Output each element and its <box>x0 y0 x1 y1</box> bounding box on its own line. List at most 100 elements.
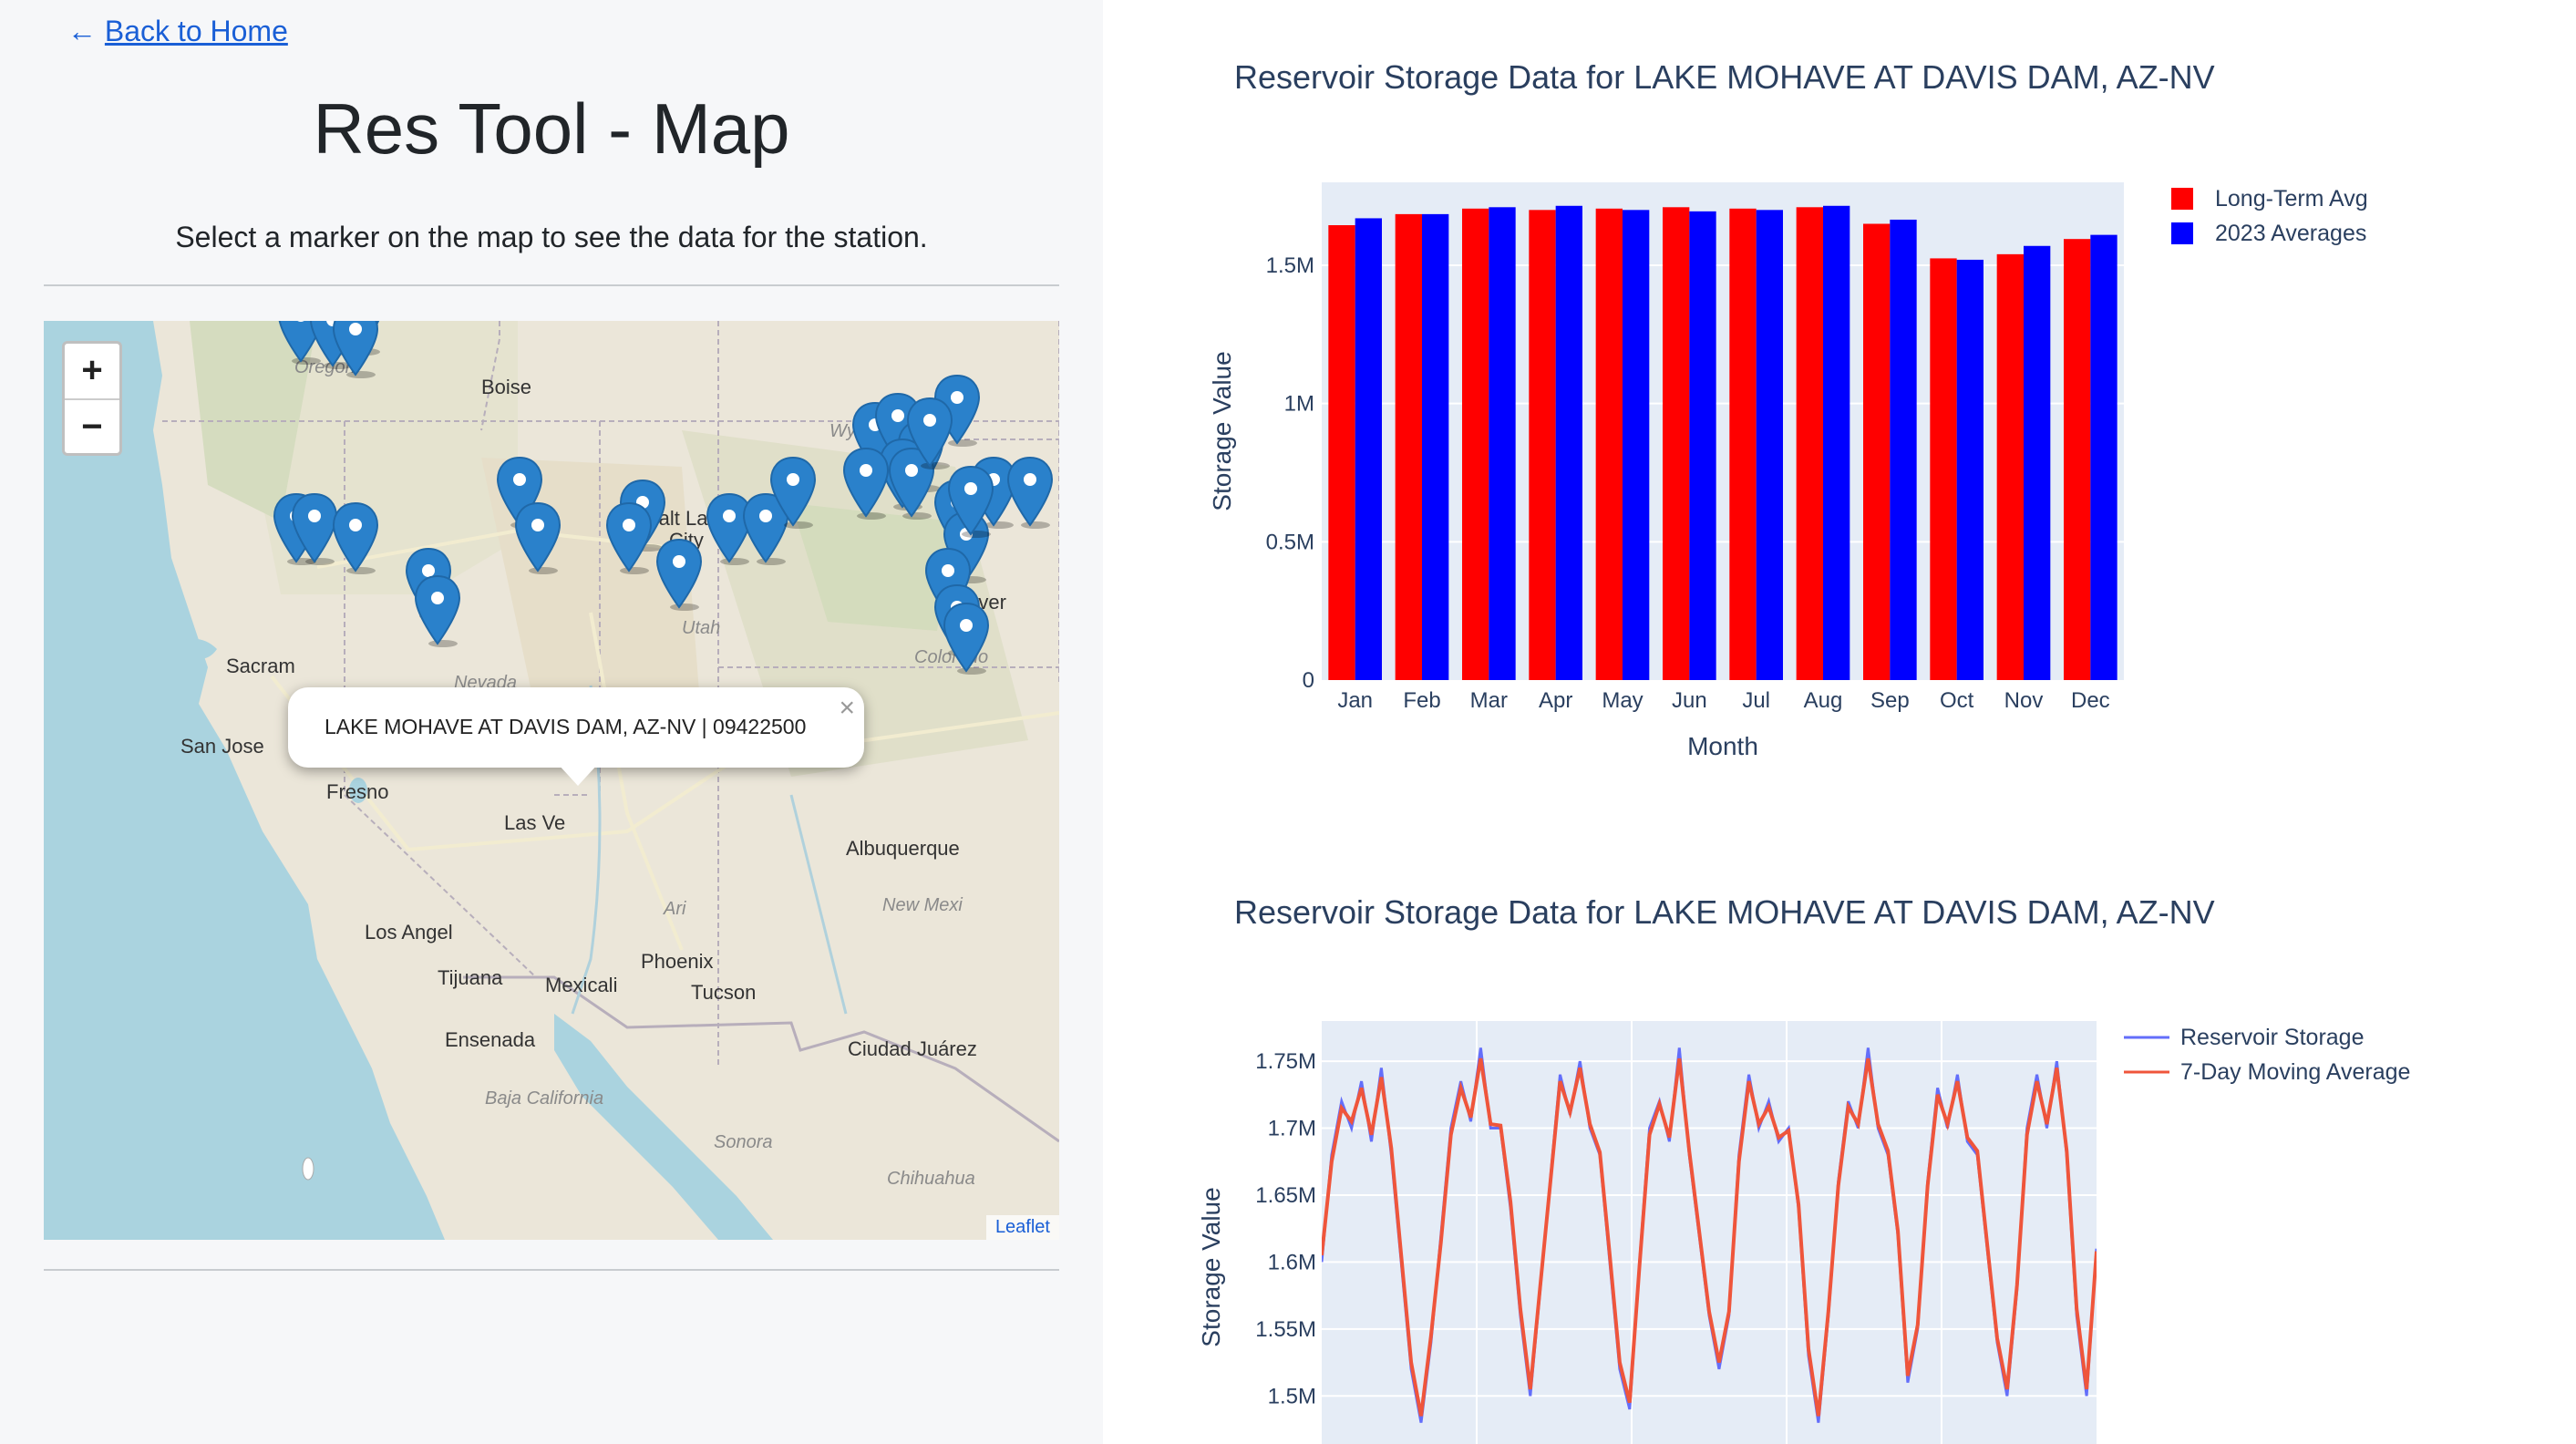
bar[interactable] <box>1595 208 1623 681</box>
back-to-home-link[interactable]: ← Back to Home <box>67 15 288 48</box>
zoom-in-button[interactable]: + <box>65 344 119 400</box>
legend-entry[interactable]: 7-Day Moving Average <box>2180 1059 2410 1085</box>
x-tick-label: Jan <box>1337 688 1373 713</box>
legend-entry[interactable]: Reservoir Storage <box>2180 1025 2364 1050</box>
x-tick-label: Jun <box>1672 688 1707 713</box>
map-label-albuquerque: Albuquerque <box>846 837 960 860</box>
map-pin-icon <box>842 447 890 520</box>
map-pin-icon <box>332 501 379 574</box>
x-tick-label: Feb <box>1403 688 1440 713</box>
y-tick-label: 1.75M <box>1255 1049 1316 1074</box>
bar[interactable] <box>2024 245 2051 680</box>
station-marker[interactable] <box>412 574 463 647</box>
y-axis-label: Storage Value <box>1197 1187 1225 1346</box>
map-label-boise: Boise <box>481 376 532 398</box>
map-label-sacramento: Sacram <box>226 655 295 677</box>
x-tick-label: Sep <box>1870 688 1910 713</box>
bar[interactable] <box>1555 205 1582 680</box>
legend-entry[interactable]: 2023 Averages <box>2215 221 2366 246</box>
popup-close-button[interactable]: × <box>839 693 855 723</box>
y-axis-label: Storage Value <box>1208 351 1236 511</box>
station-marker[interactable] <box>1005 456 1056 529</box>
station-marker[interactable] <box>654 538 705 611</box>
station-marker[interactable] <box>768 456 819 529</box>
station-marker[interactable] <box>330 501 381 574</box>
plot-background <box>1322 1021 2097 1444</box>
station-map[interactable]: Oregon Boise Wyoming Salt Lake City Denv… <box>44 321 1059 1240</box>
station-marker[interactable] <box>840 447 891 520</box>
x-tick-label: Aug <box>1804 688 1843 713</box>
bar[interactable] <box>1663 207 1690 681</box>
bar[interactable] <box>2064 239 2091 680</box>
map-pin-icon <box>605 501 653 574</box>
map-label-tucson: Tucson <box>691 981 757 1004</box>
map-label-arizona: Ari <box>664 899 686 919</box>
map-label-new-mexico: New Mexi <box>882 895 963 915</box>
x-tick-label: Apr <box>1539 688 1572 713</box>
map-label-baja-california: Baja California <box>485 1088 604 1109</box>
bar[interactable] <box>1823 205 1850 680</box>
bar[interactable] <box>1796 207 1823 681</box>
bar[interactable] <box>1756 210 1783 680</box>
station-marker[interactable] <box>603 501 654 574</box>
station-marker[interactable] <box>941 602 992 675</box>
map-label-ciudad-juarez: Ciudad Juárez <box>848 1037 977 1060</box>
bar[interactable] <box>1863 223 1891 681</box>
bar[interactable] <box>1996 253 2024 680</box>
page-title: Res Tool - Map <box>313 88 790 169</box>
station-marker[interactable] <box>904 397 955 469</box>
bar[interactable] <box>1890 219 1917 680</box>
legend-entry[interactable]: Long-Term Avg <box>2215 186 2368 211</box>
map-label-chihuahua: Chihuahua <box>887 1169 975 1189</box>
bar[interactable] <box>1930 258 1957 680</box>
bar[interactable] <box>1729 208 1757 681</box>
storage-timeseries-line-chart: 1.5M 1.55M 1.6M 1.65M 1.7M 1.75M Reservoir Sto… <box>1197 1021 2410 1444</box>
left-panel: ← Back to Home Res Tool - Map Select a m… <box>0 0 1103 1444</box>
map-pin-icon <box>655 538 703 611</box>
map-pin-icon <box>291 492 338 565</box>
y-tick-label: 1.5M <box>1268 1384 1316 1408</box>
station-marker[interactable] <box>945 465 996 538</box>
bar[interactable] <box>1328 225 1355 680</box>
zoom-out-button[interactable]: − <box>81 407 103 447</box>
bar-chart-title: Reservoir Storage Data for LAKE MOHAVE A… <box>1234 58 2215 96</box>
bar[interactable] <box>1422 213 1449 680</box>
station-marker[interactable] <box>512 501 563 574</box>
monthly-storage-bar-chart: 0 0.5M 1M 1.5M Jan Feb Mar Apr May Jun Jul Aug Sep Oc… <box>1208 182 2368 760</box>
back-link-label: Back to Home <box>104 15 288 47</box>
map-label-las-vegas: Las Ve <box>504 811 566 834</box>
bar[interactable] <box>1623 210 1650 680</box>
map-pin-icon <box>278 321 324 365</box>
map-pin-icon <box>332 321 379 378</box>
y-tick-label: 0.5M <box>1266 530 1314 554</box>
bar[interactable] <box>1529 210 1556 680</box>
legend-swatch <box>2171 222 2193 244</box>
map-label-san-jose: San Jose <box>180 735 264 758</box>
bar[interactable] <box>1489 207 1516 681</box>
leaflet-attribution-link[interactable]: Leaflet <box>985 1215 1059 1240</box>
series-line[interactable] <box>1322 1057 2097 1417</box>
map-pin-icon <box>947 465 994 538</box>
line-chart-title: Reservoir Storage Data for LAKE MOHAVE A… <box>1234 893 2215 931</box>
bar[interactable] <box>1689 211 1716 681</box>
map-pin-icon <box>514 501 562 574</box>
back-arrow-icon: ← <box>67 15 97 47</box>
x-tick-label: Jul <box>1742 688 1770 713</box>
y-tick-label: 1.65M <box>1255 1183 1316 1208</box>
page-subtitle: Select a marker on the map to see the da… <box>175 221 928 253</box>
bar[interactable] <box>1355 218 1382 680</box>
bar[interactable] <box>1956 259 1984 680</box>
station-marker[interactable] <box>330 321 381 378</box>
map-label-phoenix: Phoenix <box>641 950 714 973</box>
station-popup: LAKE MOHAVE AT DAVIS DAM, AZ-NV | 094225… <box>288 687 864 786</box>
bar[interactable] <box>2090 234 2117 680</box>
x-tick-label: Oct <box>1940 688 1974 713</box>
map-label-fresno: Fresno <box>326 780 389 803</box>
map-label-utah: Utah <box>682 618 721 638</box>
bar[interactable] <box>1462 208 1489 681</box>
station-marker[interactable] <box>275 321 326 365</box>
popup-tip <box>558 764 598 786</box>
map-pin-icon <box>906 397 953 469</box>
bar[interactable] <box>1395 213 1422 680</box>
station-marker[interactable] <box>289 492 340 565</box>
